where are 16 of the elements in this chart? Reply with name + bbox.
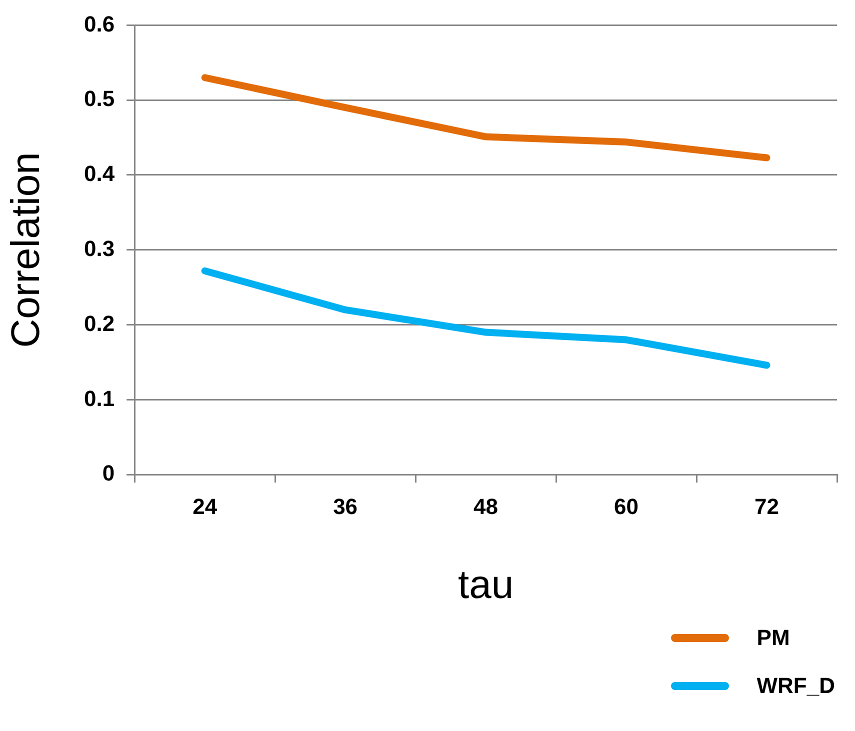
x-axis-title: tau — [458, 563, 514, 608]
x-tick-label: 24 — [192, 494, 218, 519]
x-tick-label: 36 — [333, 494, 358, 519]
y-tick-label: 0.4 — [84, 161, 116, 186]
legend-label: PM — [756, 625, 790, 651]
x-tick-label: 48 — [474, 494, 498, 519]
x-tick-label: 60 — [614, 494, 639, 519]
y-tick-label: 0.5 — [84, 86, 115, 112]
x-tick-label: 72 — [754, 494, 779, 519]
y-tick-label: 0 — [102, 460, 115, 486]
legend-label: WRF_D — [756, 673, 835, 699]
y-tick-label: 0.1 — [84, 386, 115, 411]
y-tick-label: 0.2 — [84, 310, 115, 336]
y-tick-label: 0.6 — [84, 11, 115, 36]
y-axis-title: Correlation — [4, 152, 48, 348]
y-tick-label: 0.3 — [84, 236, 115, 261]
